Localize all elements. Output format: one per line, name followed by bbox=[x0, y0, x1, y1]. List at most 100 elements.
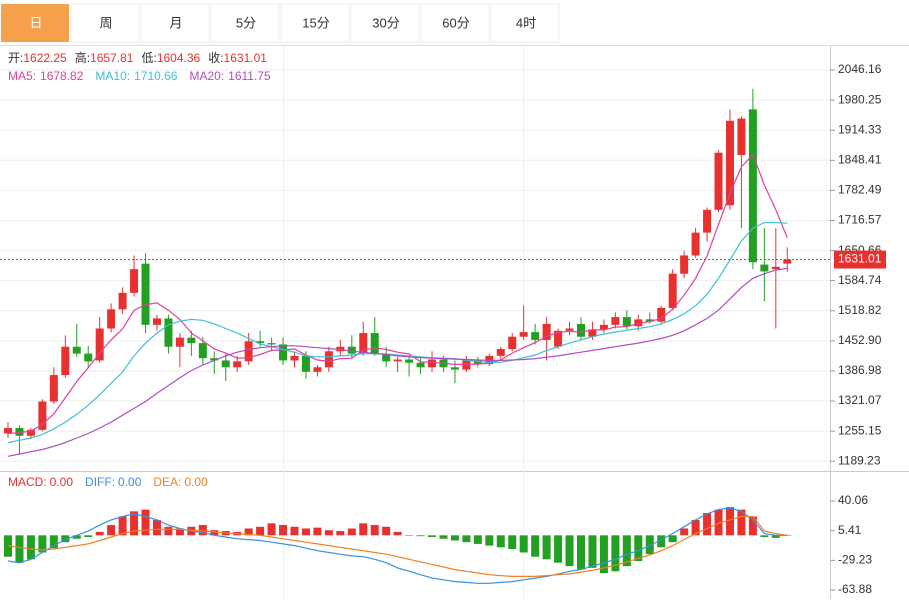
macd-bar bbox=[279, 525, 288, 536]
candle-body bbox=[599, 324, 608, 330]
macd-bar bbox=[439, 535, 448, 539]
candle-body bbox=[26, 429, 35, 436]
tab[interactable] bbox=[210, 3, 280, 43]
candle-body bbox=[668, 273, 677, 308]
macd-bar bbox=[531, 535, 540, 557]
macd-bar bbox=[152, 519, 161, 536]
y-tick-label: 1518.82 bbox=[838, 303, 882, 317]
y-tick-label: -63.88 bbox=[838, 582, 872, 596]
candle-body bbox=[714, 152, 723, 210]
macd-bar bbox=[577, 535, 585, 570]
macd-bar bbox=[691, 519, 700, 536]
tab-label[interactable]: 日 bbox=[29, 15, 42, 30]
macd-bar bbox=[393, 531, 402, 536]
y-tick-label: 1321.07 bbox=[838, 393, 882, 407]
candle-body bbox=[61, 346, 70, 376]
macd-bar bbox=[462, 535, 471, 543]
macd-bar bbox=[359, 523, 368, 536]
y-tick-label: 2046.16 bbox=[838, 62, 882, 76]
y-tick-label: 1452.90 bbox=[838, 333, 882, 347]
y-tick-label: 1189.23 bbox=[838, 453, 881, 467]
macd-bar bbox=[760, 535, 769, 538]
ohlc-key: 高: bbox=[75, 50, 90, 65]
legend-value: 0.00 bbox=[50, 475, 74, 489]
candle-body bbox=[771, 266, 780, 270]
ma-name: MA20: bbox=[189, 69, 224, 83]
series-line bbox=[7, 267, 788, 457]
legend-name: DEA: bbox=[153, 475, 181, 489]
y-tick-label: 1782.49 bbox=[838, 183, 882, 197]
tab[interactable] bbox=[490, 3, 560, 43]
tab[interactable] bbox=[350, 3, 420, 43]
candle-body bbox=[725, 120, 734, 206]
candle-body bbox=[164, 318, 173, 347]
candle-body bbox=[359, 333, 368, 354]
macd-bar bbox=[164, 526, 173, 536]
tab-label[interactable]: 4时 bbox=[516, 15, 536, 30]
macd-bar bbox=[324, 530, 333, 536]
candle-body bbox=[107, 309, 116, 329]
tab-label[interactable]: 30分 bbox=[372, 15, 399, 30]
macd-bar bbox=[771, 535, 780, 538]
macd-legend: MACD: 0.00 DIFF: 0.00 DEA: 0.00 bbox=[8, 475, 208, 489]
legend-name: MACD: bbox=[8, 475, 47, 489]
tab[interactable] bbox=[140, 3, 210, 43]
candle-body bbox=[542, 323, 551, 340]
macd-bar bbox=[49, 535, 58, 549]
ohlc-value: 1604.36 bbox=[157, 51, 201, 65]
macd-bar bbox=[519, 535, 528, 553]
candle-body bbox=[49, 375, 58, 402]
tab-label[interactable]: 月 bbox=[169, 15, 182, 30]
macd-bar bbox=[714, 509, 723, 536]
macd-bar bbox=[645, 535, 654, 555]
candle-body bbox=[519, 332, 528, 337]
candle-body bbox=[141, 263, 150, 325]
tab[interactable] bbox=[420, 3, 490, 43]
macd-bar bbox=[416, 535, 425, 537]
ohlc-key: 收: bbox=[208, 51, 223, 65]
tab-label[interactable]: 15分 bbox=[302, 15, 329, 30]
tab[interactable] bbox=[1, 4, 69, 42]
macd-bar bbox=[141, 509, 150, 536]
ohlc-key: 开: bbox=[8, 51, 23, 65]
macd-bar bbox=[15, 535, 24, 563]
legend-value: 0.00 bbox=[184, 475, 208, 489]
candle-body bbox=[405, 359, 414, 363]
macd-bar bbox=[668, 535, 677, 543]
candle-body bbox=[324, 351, 333, 368]
tab[interactable] bbox=[280, 3, 350, 43]
y-tick-label: 1848.41 bbox=[838, 152, 882, 166]
tab-label[interactable]: 60分 bbox=[442, 15, 469, 30]
candle-body bbox=[577, 323, 585, 337]
ohlc-value: 1622.25 bbox=[23, 51, 67, 65]
candle-body bbox=[622, 317, 631, 327]
candle-body bbox=[680, 255, 689, 274]
y-tick-label: 1584.74 bbox=[838, 273, 882, 287]
ma-value: 1710.66 bbox=[134, 69, 178, 83]
macd-bar bbox=[313, 527, 322, 536]
tab[interactable] bbox=[70, 3, 140, 43]
candle-body bbox=[290, 355, 299, 361]
candle-body bbox=[221, 360, 230, 368]
macd-bar bbox=[565, 535, 574, 567]
candle-body bbox=[416, 362, 425, 368]
last-price-label: 1631.01 bbox=[838, 252, 882, 266]
macd-bar bbox=[588, 535, 597, 568]
candle-body bbox=[703, 209, 712, 233]
candle-body bbox=[428, 359, 437, 368]
candle-body bbox=[760, 264, 769, 272]
candle-body bbox=[301, 355, 310, 372]
tab-label[interactable]: 周 bbox=[99, 15, 112, 30]
series-line bbox=[7, 515, 788, 577]
tab-label[interactable]: 5分 bbox=[236, 15, 256, 30]
ma-value: 1611.75 bbox=[228, 69, 271, 83]
candle-body bbox=[279, 344, 288, 361]
macd-bar bbox=[244, 528, 253, 536]
macd-bar bbox=[748, 516, 757, 536]
candle-body bbox=[256, 341, 265, 344]
series-line bbox=[7, 222, 788, 444]
macd-bar bbox=[382, 526, 391, 536]
candle-body bbox=[267, 343, 276, 345]
candle-body bbox=[783, 259, 792, 264]
